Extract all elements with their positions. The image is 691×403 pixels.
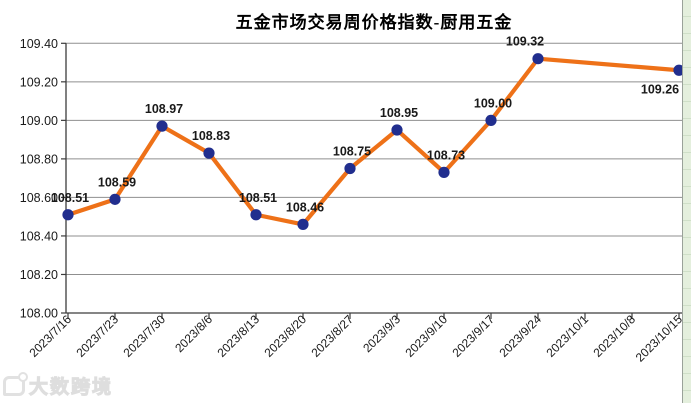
x-axis-label: 2023/7/23 xyxy=(73,312,121,360)
data-point-marker xyxy=(485,114,497,126)
x-axis-label: 2023/10/1 xyxy=(543,312,591,360)
x-axis-label: 2023/8/6 xyxy=(172,312,215,355)
data-point-label: 108.51 xyxy=(239,191,277,205)
x-axis-label: 2023/9/3 xyxy=(360,312,403,355)
x-axis-label: 2023/9/17 xyxy=(449,312,497,360)
x-axis-label: 2023/7/30 xyxy=(120,312,168,360)
y-axis-label: 108.60 xyxy=(20,191,58,205)
data-point-label: 108.59 xyxy=(98,175,136,189)
y-axis-label: 108.20 xyxy=(20,268,58,282)
watermark-text: 大数跨境 xyxy=(28,377,114,399)
data-point-marker xyxy=(109,193,121,205)
spreadsheet-cells-strip xyxy=(682,0,691,403)
data-point-marker xyxy=(156,120,168,132)
data-point-label: 108.46 xyxy=(286,200,324,214)
x-axis-label: 2023/9/24 xyxy=(496,312,544,360)
data-point-label: 108.51 xyxy=(51,191,89,205)
x-axis-label: 2023/9/10 xyxy=(402,312,450,360)
data-point-marker xyxy=(344,162,356,175)
data-point-marker xyxy=(62,209,74,221)
watermark-logo-icon xyxy=(3,371,28,396)
y-axis-label: 108.40 xyxy=(20,229,58,243)
x-axis-label: 2023/8/27 xyxy=(308,312,356,360)
data-point-label: 108.75 xyxy=(333,145,371,159)
data-point-marker xyxy=(250,209,262,221)
y-axis-label: 109.20 xyxy=(20,75,58,89)
data-point-label: 108.83 xyxy=(192,129,230,143)
data-point-marker xyxy=(203,147,215,159)
x-axis-label: 2023/8/20 xyxy=(261,312,309,360)
data-point-marker xyxy=(673,64,685,76)
data-point-label: 108.97 xyxy=(145,102,183,116)
price-line xyxy=(65,56,682,227)
x-axis-label: 2023/10/15 xyxy=(633,312,686,365)
data-point-label: 109.00 xyxy=(474,96,512,110)
data-point-marker xyxy=(438,166,450,178)
data-point-label: 109.32 xyxy=(506,35,544,49)
data-point-marker xyxy=(297,218,309,230)
data-point-label: 108.95 xyxy=(380,106,418,120)
watermark: 大数跨境 xyxy=(3,371,114,399)
y-axis-label: 108.00 xyxy=(20,307,58,321)
y-axis-label: 109.40 xyxy=(20,37,58,51)
data-point-label: 109.26 xyxy=(641,82,679,96)
y-axis-label: 108.80 xyxy=(20,152,58,166)
chart-title: 五金市场交易周价格指数-厨用五金 xyxy=(235,13,513,32)
data-point-marker xyxy=(391,124,403,136)
x-axis-label: 2023/8/13 xyxy=(214,312,262,360)
data-point-marker xyxy=(532,53,544,65)
data-point-label: 108.73 xyxy=(427,148,465,162)
y-axis-label: 109.00 xyxy=(20,114,58,128)
x-axis-label: 2023/10/8 xyxy=(590,312,638,360)
